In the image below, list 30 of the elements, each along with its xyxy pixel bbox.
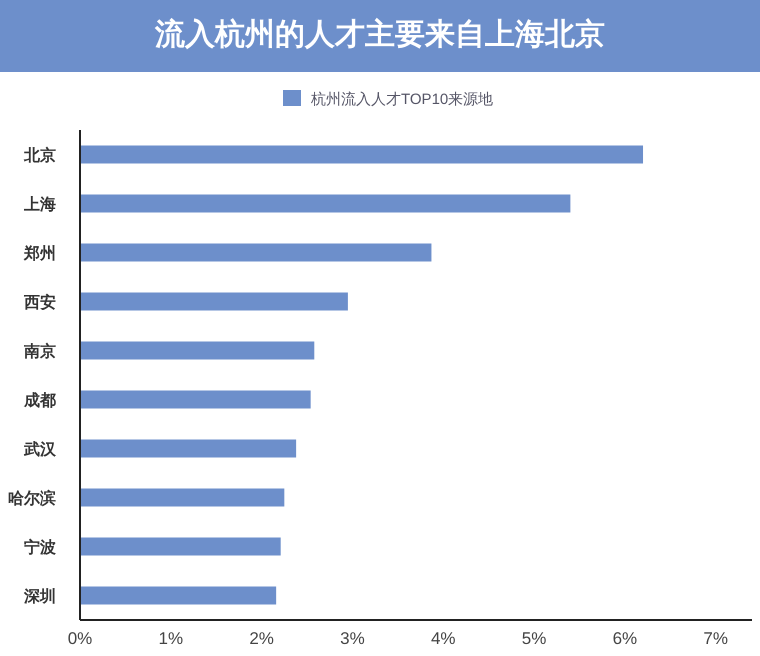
y-tick-label: 哈尔滨 [8,490,56,508]
bar [80,342,314,360]
y-tick-label: 深圳 [23,588,56,606]
y-tick-label: 南京 [23,342,56,360]
y-tick-label: 宁波 [24,538,56,556]
bar [80,586,276,604]
bar [80,440,296,458]
y-tick-label: 西安 [23,292,56,312]
y-tick-label: 成都 [23,392,56,410]
x-tick-label: 1% [158,629,184,648]
bar [80,244,432,262]
x-tick-label: 0% [68,629,92,648]
x-tick-label: 6% [612,629,638,648]
x-tick-label: 2% [249,629,274,648]
x-tick-label: 7% [703,629,728,648]
bar [80,292,348,310]
x-tick-label: 4% [430,629,456,648]
x-tick-label: 3% [340,629,365,648]
y-tick-label: 武汉 [23,440,57,458]
bar [80,194,570,212]
bar [80,390,311,408]
bar [80,488,284,506]
y-tick-label: 上海 [23,196,56,214]
chart-title: 流入杭州的人才主要来自上海北京 [154,17,605,51]
y-tick-label: 北京 [23,146,56,164]
bar [80,146,644,164]
legend-label: 杭州流入人才TOP10来源地 [310,91,494,108]
x-tick-label: 5% [522,629,546,648]
y-tick-label: 郑州 [23,244,56,262]
bar [80,538,281,556]
